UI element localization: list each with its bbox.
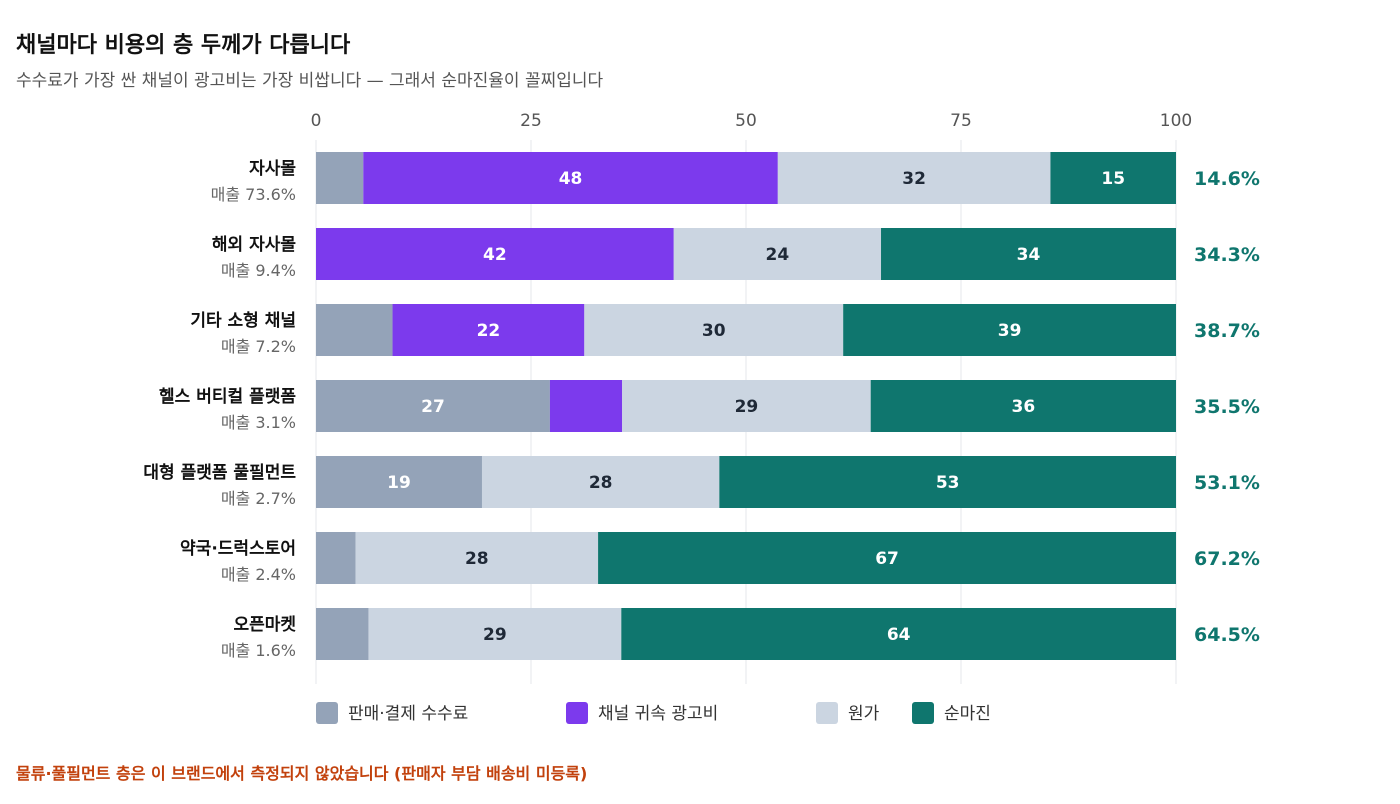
data-label: 32 bbox=[902, 169, 926, 189]
chart-subtitle: 수수료가 가장 싼 채널이 광고비는 가장 비쌉니다 — 그래서 순마진율이 꼴… bbox=[16, 71, 604, 91]
bar-segment-margin bbox=[719, 456, 1176, 508]
data-label: 39 bbox=[998, 321, 1022, 341]
data-label: 22 bbox=[477, 321, 501, 341]
data-label: 48 bbox=[559, 169, 583, 189]
bar-segment-cost bbox=[481, 456, 720, 508]
data-label: 28 bbox=[589, 473, 613, 493]
margin-rate-label: 14.6% bbox=[1194, 168, 1260, 190]
category-sublabel: 매출 73.6% bbox=[211, 185, 296, 204]
bar-segment-fee bbox=[316, 456, 482, 508]
data-label: 15 bbox=[1101, 169, 1125, 189]
bar-segment-cost bbox=[673, 228, 882, 280]
margin-rate-label: 64.5% bbox=[1194, 624, 1260, 646]
margin-rate-label: 34.3% bbox=[1194, 244, 1260, 266]
bar-segment-ad bbox=[392, 304, 585, 356]
bar-segment-fee bbox=[316, 152, 364, 204]
category-sublabel: 매출 9.4% bbox=[221, 261, 296, 280]
legend-label: 판매·결제 수수료 bbox=[348, 704, 468, 724]
bar-segment-cost bbox=[777, 152, 1051, 204]
bar-segment-cost bbox=[355, 532, 599, 584]
data-label: 19 bbox=[387, 473, 411, 493]
bar-segment-ad bbox=[363, 152, 778, 204]
chart-title: 채널마다 비용의 층 두께가 다릅니다 bbox=[16, 33, 351, 58]
category-label: 대형 플랫폼 풀필먼트 bbox=[143, 462, 296, 483]
category-sublabel: 매출 2.7% bbox=[221, 489, 296, 508]
legend-swatch-margin bbox=[912, 702, 934, 724]
footnote: 물류·풀필먼트 층은 이 브랜드에서 측정되지 않았습니다 (판매자 부담 배송… bbox=[16, 764, 588, 783]
bar-segment-fee bbox=[316, 608, 369, 660]
margin-rate-label: 53.1% bbox=[1194, 472, 1260, 494]
margin-rate-label: 67.2% bbox=[1194, 548, 1260, 570]
data-label: 36 bbox=[1012, 397, 1036, 417]
legend-swatch-fee bbox=[316, 702, 338, 724]
data-label: 67 bbox=[875, 549, 899, 569]
data-label: 24 bbox=[766, 245, 790, 265]
x-tick-label: 100 bbox=[1160, 111, 1192, 131]
category-label: 약국·드럭스토어 bbox=[180, 538, 296, 559]
x-tick-label: 25 bbox=[520, 111, 542, 131]
category-label: 오픈마켓 bbox=[233, 615, 296, 635]
bar-segment-fee bbox=[316, 532, 356, 584]
bar-segment-margin bbox=[621, 608, 1176, 660]
bar-segment-cost bbox=[368, 608, 622, 660]
category-sublabel: 매출 2.4% bbox=[221, 565, 296, 584]
category-sublabel: 매출 3.1% bbox=[221, 413, 296, 432]
bar-segment-margin bbox=[598, 532, 1176, 584]
margin-rate-label: 38.7% bbox=[1194, 320, 1260, 342]
bar-segment-fee bbox=[316, 304, 393, 356]
bar-segment-ad bbox=[316, 228, 674, 280]
data-label: 30 bbox=[702, 321, 726, 341]
bar-segment-margin bbox=[870, 380, 1176, 432]
x-tick-label: 50 bbox=[735, 111, 757, 131]
data-label: 53 bbox=[936, 473, 960, 493]
legend-label: 채널 귀속 광고비 bbox=[598, 704, 718, 724]
legend-label: 원가 bbox=[848, 704, 880, 724]
data-label: 29 bbox=[483, 625, 507, 645]
bar-segment-cost bbox=[584, 304, 844, 356]
data-label: 27 bbox=[421, 397, 445, 417]
bar-segment-margin bbox=[843, 304, 1176, 356]
bar-segment-cost bbox=[622, 380, 871, 432]
bar-segment-ad bbox=[549, 380, 623, 432]
data-label: 42 bbox=[483, 245, 507, 265]
category-sublabel: 매출 1.6% bbox=[221, 641, 296, 660]
x-tick-label: 75 bbox=[950, 111, 972, 131]
legend-swatch-cost bbox=[816, 702, 838, 724]
bar-segment-margin bbox=[1050, 152, 1176, 204]
category-sublabel: 매출 7.2% bbox=[221, 337, 296, 356]
legend-label: 순마진 bbox=[944, 704, 991, 724]
category-label: 헬스 버티컬 플랫폼 bbox=[159, 387, 296, 407]
data-label: 29 bbox=[735, 397, 759, 417]
category-label: 해외 자사몰 bbox=[212, 235, 296, 255]
legend-swatch-ad bbox=[566, 702, 588, 724]
data-label: 34 bbox=[1017, 245, 1041, 265]
bar-segment-fee bbox=[316, 380, 550, 432]
bar-segment-margin bbox=[881, 228, 1176, 280]
data-label: 64 bbox=[887, 625, 911, 645]
margin-rate-label: 35.5% bbox=[1194, 396, 1260, 418]
data-label: 28 bbox=[465, 549, 489, 569]
category-label: 기타 소형 채널 bbox=[190, 310, 296, 331]
x-tick-label: 0 bbox=[311, 111, 322, 131]
category-label: 자사몰 bbox=[249, 159, 296, 179]
